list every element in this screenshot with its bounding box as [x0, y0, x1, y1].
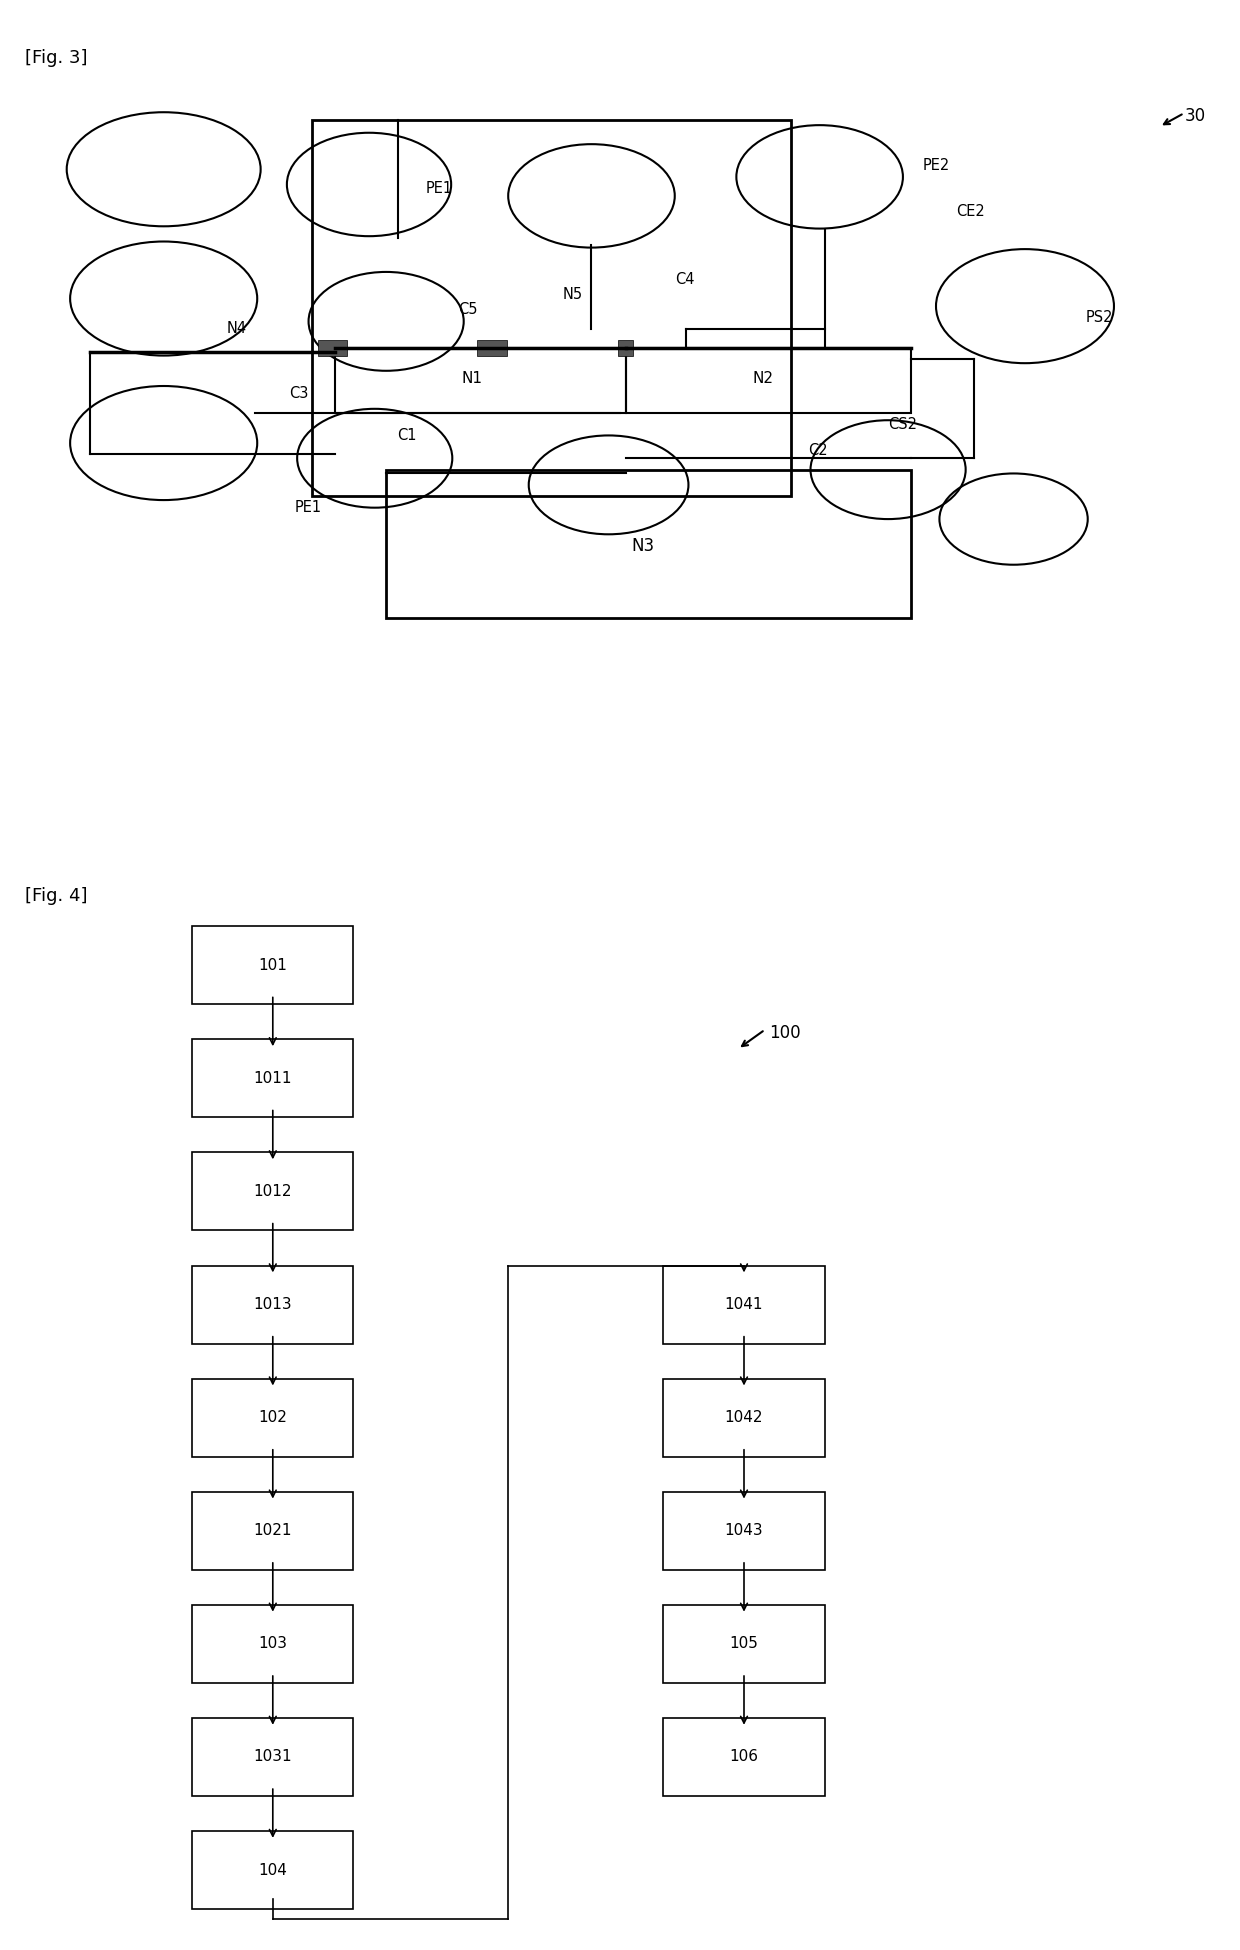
FancyBboxPatch shape	[317, 339, 347, 357]
Text: 1043: 1043	[724, 1523, 764, 1539]
Text: 1011: 1011	[253, 1071, 293, 1086]
Text: C1: C1	[398, 427, 417, 443]
Text: N5: N5	[563, 287, 583, 302]
Text: PS2: PS2	[1085, 310, 1114, 326]
Text: 1042: 1042	[724, 1410, 764, 1425]
Text: CE2: CE2	[956, 203, 986, 218]
Text: 106: 106	[729, 1749, 759, 1765]
Text: [Fig. 4]: [Fig. 4]	[25, 887, 87, 905]
Text: 102: 102	[258, 1410, 288, 1425]
Text: PE1: PE1	[295, 501, 322, 515]
Text: 101: 101	[258, 957, 288, 973]
Text: N2: N2	[753, 370, 773, 386]
Text: N1: N1	[461, 370, 482, 386]
Text: N3: N3	[631, 536, 655, 554]
Text: CS2: CS2	[888, 417, 918, 431]
FancyBboxPatch shape	[619, 339, 634, 357]
Text: C3: C3	[289, 386, 309, 402]
Text: 1031: 1031	[253, 1749, 293, 1765]
Text: 30: 30	[1184, 107, 1205, 125]
Text: C5: C5	[458, 302, 477, 318]
Text: 104: 104	[258, 1862, 288, 1878]
FancyBboxPatch shape	[477, 339, 507, 357]
Text: 103: 103	[258, 1636, 288, 1652]
Text: 105: 105	[729, 1636, 759, 1652]
Text: PE1: PE1	[427, 181, 453, 195]
Text: C2: C2	[808, 443, 828, 458]
Text: 100: 100	[769, 1024, 801, 1041]
Text: 1012: 1012	[253, 1184, 293, 1199]
Text: 1041: 1041	[724, 1297, 764, 1312]
Text: PE2: PE2	[923, 158, 950, 174]
Text: 1021: 1021	[253, 1523, 293, 1539]
Text: N4: N4	[227, 322, 247, 337]
Text: C4: C4	[675, 273, 694, 287]
Text: 1013: 1013	[253, 1297, 293, 1312]
Text: [Fig. 3]: [Fig. 3]	[25, 49, 87, 66]
